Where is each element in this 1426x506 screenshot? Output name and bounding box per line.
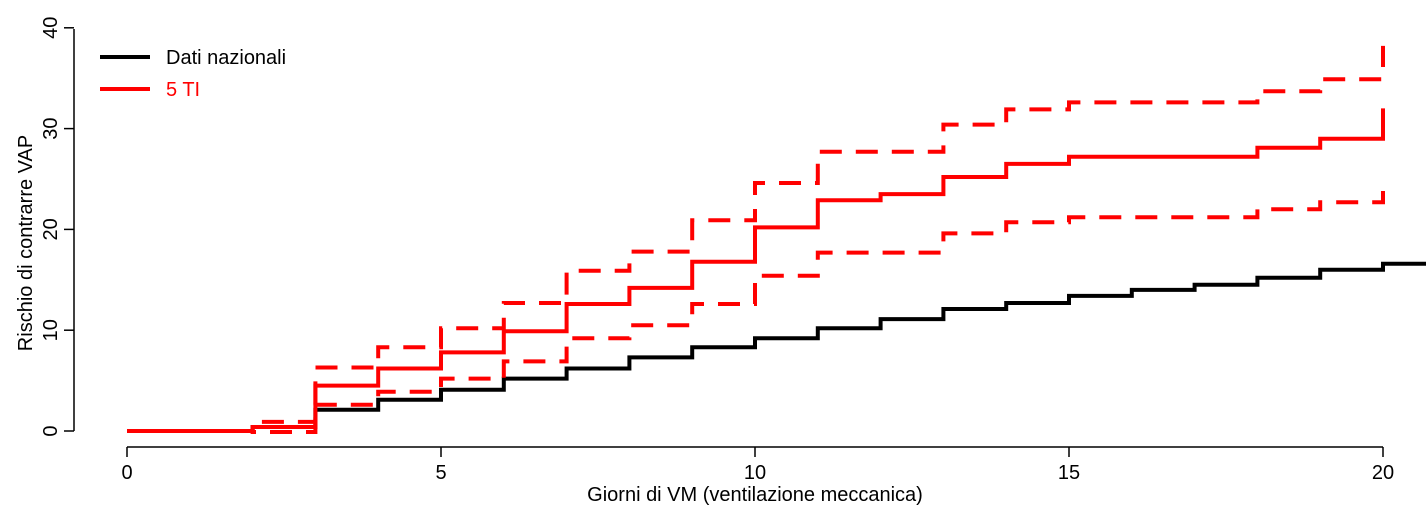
x-tick-label: 0 xyxy=(121,462,132,484)
x-ticks: 0 5 10 15 20 xyxy=(121,447,1394,484)
series-line-5-ti-upper-bound xyxy=(127,45,1385,433)
x-tick-label: 15 xyxy=(1058,462,1080,484)
x-axis-title: Giorni di VM (ventilazione meccanica) xyxy=(587,484,923,506)
y-tick-label: 40 xyxy=(40,17,62,39)
plot-lines xyxy=(127,45,1426,434)
y-tick-label: 0 xyxy=(40,425,62,436)
series-line-5-ti xyxy=(127,108,1385,433)
axes: 0 5 10 15 20 0 10 20 30 40 xyxy=(40,17,1394,484)
x-tick-label: 5 xyxy=(435,462,446,484)
legend-label-dati-nazionali: Dati nazionali xyxy=(166,47,286,69)
y-ticks: 0 10 20 30 40 xyxy=(40,17,74,437)
series-line-dati-nazionali xyxy=(127,261,1426,433)
legend-label-5-ti: 5 TI xyxy=(166,79,200,101)
legend: Dati nazionali 5 TI xyxy=(100,47,286,101)
y-axis-title: Rischio di contrarre VAP xyxy=(15,135,37,351)
x-tick-label: 10 xyxy=(744,462,766,484)
x-tick-label: 20 xyxy=(1372,462,1394,484)
y-tick-label: 20 xyxy=(40,218,62,240)
series-line-5-ti-lower-bound xyxy=(127,179,1385,434)
y-tick-label: 10 xyxy=(40,319,62,341)
y-tick-label: 30 xyxy=(40,117,62,139)
